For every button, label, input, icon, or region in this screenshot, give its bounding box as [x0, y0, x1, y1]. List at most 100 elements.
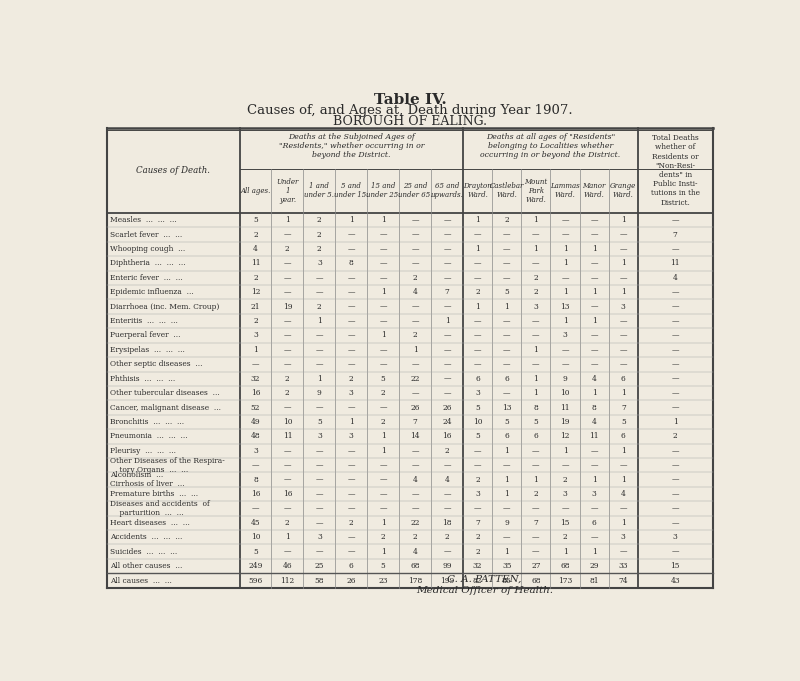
- Text: 4: 4: [253, 245, 258, 253]
- Text: Deaths at all ages of "Residents"
belonging to Localities whether
occurring in o: Deaths at all ages of "Residents" belong…: [480, 133, 621, 159]
- Text: —: —: [379, 505, 387, 513]
- Text: 21: 21: [250, 302, 260, 311]
- Text: 2: 2: [381, 533, 386, 541]
- Text: 1: 1: [534, 346, 538, 354]
- Text: 1: 1: [592, 548, 597, 556]
- Text: —: —: [315, 490, 323, 498]
- Text: —: —: [347, 490, 355, 498]
- Text: 5: 5: [381, 562, 386, 570]
- Text: Castlebar
Ward.: Castlebar Ward.: [490, 183, 524, 200]
- Text: —: —: [671, 375, 679, 383]
- Text: 2: 2: [413, 274, 418, 282]
- Text: 1: 1: [621, 447, 626, 455]
- Text: —: —: [347, 302, 355, 311]
- Text: —: —: [671, 216, 679, 224]
- Text: —: —: [411, 302, 419, 311]
- Text: —: —: [315, 332, 323, 339]
- Text: Mount
Park
Ward.: Mount Park Ward.: [524, 178, 547, 204]
- Text: 7: 7: [621, 404, 626, 411]
- Text: —: —: [590, 447, 598, 455]
- Text: —: —: [252, 505, 259, 513]
- Text: —: —: [532, 447, 540, 455]
- Text: 24: 24: [442, 418, 452, 426]
- Text: 1: 1: [381, 432, 386, 441]
- Text: Drayton
Ward.: Drayton Ward.: [463, 183, 492, 200]
- Text: Cancer, malignant disease  ...: Cancer, malignant disease ...: [110, 404, 221, 411]
- Text: 3: 3: [621, 533, 626, 541]
- Text: 2: 2: [317, 302, 322, 311]
- Text: Epidemic influenza  ...: Epidemic influenza ...: [110, 288, 194, 296]
- Text: 11: 11: [282, 432, 292, 441]
- Text: 10: 10: [282, 418, 292, 426]
- Text: —: —: [315, 274, 323, 282]
- Text: —: —: [411, 505, 419, 513]
- Text: —: —: [379, 245, 387, 253]
- Text: —: —: [347, 332, 355, 339]
- Text: 15 and
under 25.: 15 and under 25.: [366, 183, 401, 200]
- Text: 1: 1: [592, 389, 597, 397]
- Text: 1: 1: [534, 375, 538, 383]
- Text: Grange
Ward.: Grange Ward.: [610, 183, 637, 200]
- Text: —: —: [671, 360, 679, 368]
- Text: 19: 19: [560, 418, 570, 426]
- Text: 1: 1: [562, 288, 567, 296]
- Text: 5: 5: [381, 375, 386, 383]
- Text: —: —: [619, 360, 627, 368]
- Text: 23: 23: [378, 577, 388, 584]
- Text: 596: 596: [248, 577, 262, 584]
- Text: 3: 3: [317, 432, 322, 441]
- Text: Accidents  ...  ...  ...: Accidents ... ... ...: [110, 533, 182, 541]
- Text: —: —: [532, 360, 540, 368]
- Text: 45: 45: [250, 519, 260, 527]
- Text: —: —: [590, 274, 598, 282]
- Text: —: —: [532, 505, 540, 513]
- Text: —: —: [562, 346, 569, 354]
- Text: —: —: [284, 447, 291, 455]
- Text: Pneumonia  ...  ...  ...: Pneumonia ... ... ...: [110, 432, 187, 441]
- Text: 65 and
upwards.: 65 and upwards.: [430, 183, 463, 200]
- Text: 1: 1: [413, 346, 418, 354]
- Text: —: —: [474, 505, 482, 513]
- Text: 9: 9: [317, 389, 322, 397]
- Text: —: —: [503, 274, 510, 282]
- Text: 2: 2: [381, 418, 386, 426]
- Text: —: —: [671, 490, 679, 498]
- Text: 1: 1: [621, 288, 626, 296]
- Text: 8: 8: [592, 404, 597, 411]
- Text: 68: 68: [410, 562, 420, 570]
- Text: —: —: [619, 548, 627, 556]
- Text: 1: 1: [475, 245, 480, 253]
- Text: —: —: [671, 317, 679, 325]
- Text: All ages.: All ages.: [240, 187, 270, 195]
- Text: —: —: [671, 519, 679, 527]
- Text: Other septic diseases  ...: Other septic diseases ...: [110, 360, 202, 368]
- Text: 1: 1: [445, 317, 450, 325]
- Text: 16: 16: [250, 490, 260, 498]
- Text: 11: 11: [670, 259, 680, 268]
- Text: 178: 178: [408, 577, 422, 584]
- Text: 1: 1: [562, 259, 567, 268]
- Text: 5: 5: [253, 216, 258, 224]
- Text: 1: 1: [381, 332, 386, 339]
- Text: —: —: [284, 346, 291, 354]
- Text: 3: 3: [317, 259, 322, 268]
- Text: 11: 11: [250, 259, 260, 268]
- Text: 68: 68: [560, 562, 570, 570]
- Text: —: —: [671, 288, 679, 296]
- Text: 2: 2: [534, 490, 538, 498]
- Text: —: —: [474, 332, 482, 339]
- Text: 2: 2: [317, 216, 322, 224]
- Text: —: —: [411, 231, 419, 238]
- Text: —: —: [590, 332, 598, 339]
- Text: —: —: [411, 360, 419, 368]
- Text: —: —: [379, 317, 387, 325]
- Text: —: —: [379, 274, 387, 282]
- Text: —: —: [619, 346, 627, 354]
- Text: —: —: [562, 360, 569, 368]
- Text: 5: 5: [504, 288, 509, 296]
- Text: —: —: [379, 302, 387, 311]
- Text: C. A. PATTEN,
Medical Officer of Health.: C. A. PATTEN, Medical Officer of Health.: [416, 575, 553, 595]
- Text: 1: 1: [381, 216, 386, 224]
- Text: —: —: [315, 475, 323, 484]
- Text: —: —: [411, 447, 419, 455]
